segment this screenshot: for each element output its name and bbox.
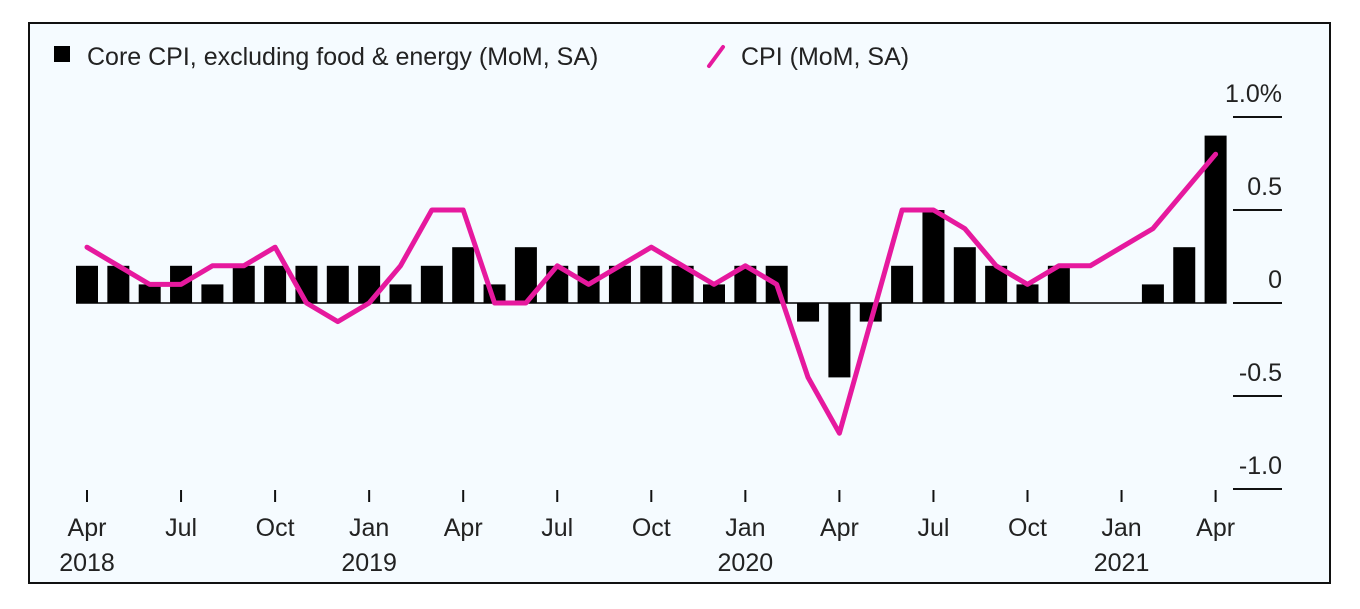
x-year-label: 2021 <box>1094 549 1150 577</box>
core-cpi-bar <box>420 265 443 303</box>
x-year-label: 2020 <box>718 549 774 577</box>
core-cpi-bars <box>76 135 1227 378</box>
core-cpi-bar <box>107 265 130 303</box>
core-cpi-bar <box>264 265 287 303</box>
legend-bar-label: Core CPI, excluding food & energy (MoM, … <box>87 43 598 71</box>
x-tick-label: Jan <box>349 514 389 542</box>
y-tick-label: 1.0% <box>1225 80 1282 108</box>
core-cpi-bar <box>76 265 98 303</box>
core-cpi-bar <box>389 284 412 303</box>
legend-line-swatch <box>707 45 725 68</box>
x-axis: Apr 2018 Jul Oct Jan 2019 Apr Jul Oct Jan 2020 Apr J… <box>59 490 1235 577</box>
x-tick-label: Jul <box>541 514 573 542</box>
core-cpi-bar <box>514 247 537 303</box>
y-axis: 1.0% 0.5 0 -0.5 -1.0 <box>1225 80 1282 490</box>
core-cpi-bar <box>953 247 976 303</box>
y-tick-label: 0 <box>1268 266 1282 294</box>
x-tick-label: Oct <box>256 514 295 542</box>
core-cpi-bar <box>640 265 663 303</box>
x-tick-label: Oct <box>1008 514 1047 542</box>
core-cpi-bar <box>1016 284 1039 303</box>
core-cpi-bar <box>138 284 161 303</box>
core-cpi-bar <box>1047 265 1070 303</box>
x-tick-label: Jul <box>165 514 197 542</box>
core-cpi-bar <box>922 210 945 303</box>
chart-frame: Core CPI, excluding food & energy (MoM, … <box>28 22 1331 584</box>
core-cpi-bar <box>891 265 914 303</box>
x-tick-label: Oct <box>632 514 671 542</box>
y-tick-label: -0.5 <box>1239 359 1282 387</box>
x-tick-label: Apr <box>444 514 483 542</box>
x-year-label: 2018 <box>59 549 115 577</box>
core-cpi-bar <box>452 247 475 303</box>
x-year-label: 2019 <box>341 549 397 577</box>
legend-line-label: CPI (MoM, SA) <box>741 43 909 71</box>
core-cpi-bar <box>201 284 224 303</box>
legend-bar-swatch <box>54 46 70 62</box>
cpi-line-series <box>84 151 1219 436</box>
legend: Core CPI, excluding food & energy (MoM, … <box>54 43 909 71</box>
core-cpi-bar <box>985 265 1008 303</box>
cpi-chart: Core CPI, excluding food & energy (MoM, … <box>54 43 1282 577</box>
core-cpi-bar <box>1204 135 1227 303</box>
core-cpi-bar <box>326 265 349 303</box>
x-tick-label: Apr <box>1196 514 1235 542</box>
core-cpi-bar <box>828 303 851 378</box>
x-tick-label: Apr <box>68 514 107 542</box>
core-cpi-bar <box>671 265 694 303</box>
x-tick-label: Apr <box>820 514 859 542</box>
y-tick-label: -1.0 <box>1239 452 1282 480</box>
x-tick-label: Jul <box>917 514 949 542</box>
core-cpi-bar <box>608 265 631 303</box>
core-cpi-bar <box>703 284 725 303</box>
cpi-line <box>84 151 1219 436</box>
x-tick-label: Jan <box>1101 514 1141 542</box>
core-cpi-bar <box>1141 284 1164 303</box>
core-cpi-bar <box>734 265 757 303</box>
y-tick-label: 0.5 <box>1247 173 1282 201</box>
core-cpi-bar <box>232 265 255 303</box>
x-tick-label: Jan <box>725 514 765 542</box>
core-cpi-bar <box>797 303 820 322</box>
core-cpi-bar <box>1173 247 1196 303</box>
